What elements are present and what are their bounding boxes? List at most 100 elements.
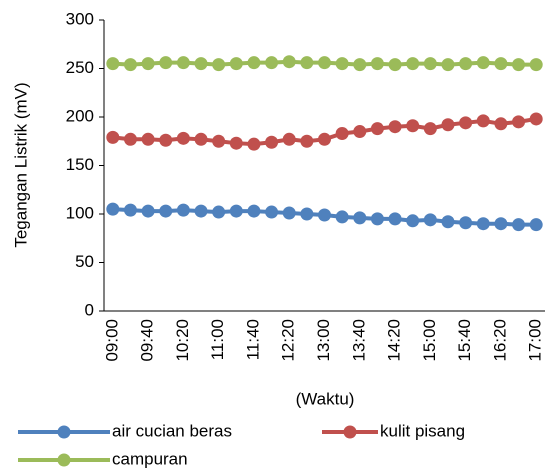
point (282, 55, 296, 69)
y-tick-label: 300 (66, 9, 94, 28)
point (388, 58, 402, 72)
y-tick-label: 250 (66, 58, 94, 77)
point (388, 120, 402, 134)
point (423, 122, 437, 136)
x-tick-label: 13:40 (349, 319, 368, 362)
y-tick-label: 0 (85, 300, 94, 319)
point (123, 132, 137, 146)
point (388, 212, 402, 226)
point (529, 58, 543, 72)
point (141, 132, 155, 146)
point (176, 56, 190, 70)
point (212, 134, 226, 148)
point (247, 137, 261, 151)
x-tick-label: 10:20 (173, 319, 192, 362)
point (194, 57, 208, 71)
point (300, 134, 314, 148)
x-tick-label: 15:00 (420, 319, 439, 362)
x-tick-label: 12:20 (279, 319, 298, 362)
point (300, 56, 314, 70)
point (441, 215, 455, 229)
point (406, 119, 420, 133)
point (247, 204, 261, 218)
point (423, 213, 437, 227)
point (441, 58, 455, 72)
point (159, 204, 173, 218)
point (229, 204, 243, 218)
x-tick-label: 09:40 (138, 319, 157, 362)
point (247, 56, 261, 70)
point (459, 216, 473, 230)
legend-label: kulit pisang (380, 421, 465, 440)
point (353, 125, 367, 139)
point (300, 207, 314, 221)
point (123, 203, 137, 217)
point (459, 116, 473, 130)
x-tick-label: 16:20 (490, 319, 509, 362)
point (476, 56, 490, 70)
point (159, 133, 173, 147)
point (229, 136, 243, 150)
legend-marker (57, 453, 71, 467)
point (212, 205, 226, 219)
point (335, 57, 349, 71)
point (423, 57, 437, 71)
point (406, 57, 420, 71)
point (176, 131, 190, 145)
x-axis-label: (Waktu) (296, 389, 355, 408)
point (106, 130, 120, 144)
point (265, 205, 279, 219)
point (106, 202, 120, 216)
point (141, 204, 155, 218)
point (494, 217, 508, 231)
point (282, 132, 296, 146)
y-axis-label: Tegangan Listrik (mV) (11, 82, 30, 247)
x-tick-label: 14:20 (385, 319, 404, 362)
point (512, 218, 526, 232)
point (335, 210, 349, 224)
x-tick-label: 13:00 (314, 319, 333, 362)
point (476, 114, 490, 128)
point (194, 204, 208, 218)
y-tick-label: 50 (75, 252, 94, 271)
y-tick-label: 200 (66, 106, 94, 125)
point (529, 218, 543, 232)
y-tick-label: 150 (66, 155, 94, 174)
x-tick-label: 15:40 (455, 319, 474, 362)
point (512, 115, 526, 129)
x-tick-label: 09:00 (102, 319, 121, 362)
point (512, 58, 526, 72)
point (265, 56, 279, 70)
y-tick-label: 100 (66, 203, 94, 222)
point (212, 58, 226, 72)
x-tick-label: 17:00 (526, 319, 545, 362)
point (353, 211, 367, 225)
point (106, 57, 120, 71)
point (229, 57, 243, 71)
legend-marker (343, 425, 357, 439)
point (494, 117, 508, 131)
legend-marker (57, 425, 71, 439)
point (159, 56, 173, 70)
point (176, 203, 190, 217)
point (335, 126, 349, 140)
point (370, 57, 384, 71)
point (194, 132, 208, 146)
legend-label: campuran (112, 449, 188, 468)
point (265, 135, 279, 149)
x-tick-label: 11:00 (208, 319, 227, 360)
point (459, 57, 473, 71)
point (370, 212, 384, 226)
point (370, 122, 384, 136)
x-tick-label: 11:40 (243, 319, 262, 360)
point (318, 132, 331, 146)
point (353, 58, 367, 72)
point (141, 57, 155, 71)
point (282, 206, 296, 220)
point (406, 214, 420, 228)
point (529, 112, 543, 126)
point (476, 217, 490, 231)
point (318, 56, 331, 70)
point (441, 118, 455, 132)
